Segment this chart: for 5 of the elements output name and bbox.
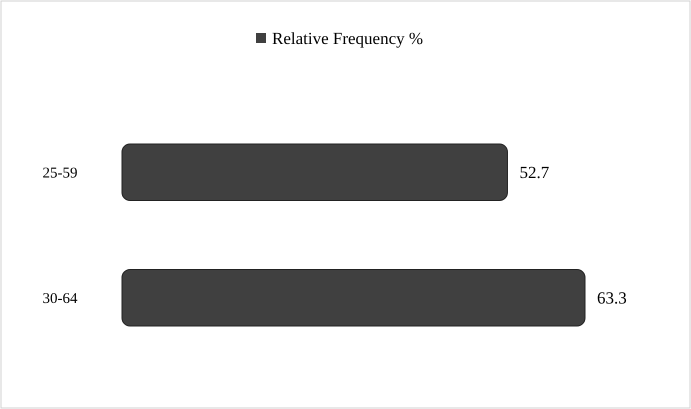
data-label: 63.3 [597,288,627,308]
y-tick-label: 25-59 [42,165,78,182]
data-label: 52.7 [519,163,550,182]
legend-label: Relative Frequency % [272,28,424,48]
y-tick-label: 30-64 [42,291,78,308]
